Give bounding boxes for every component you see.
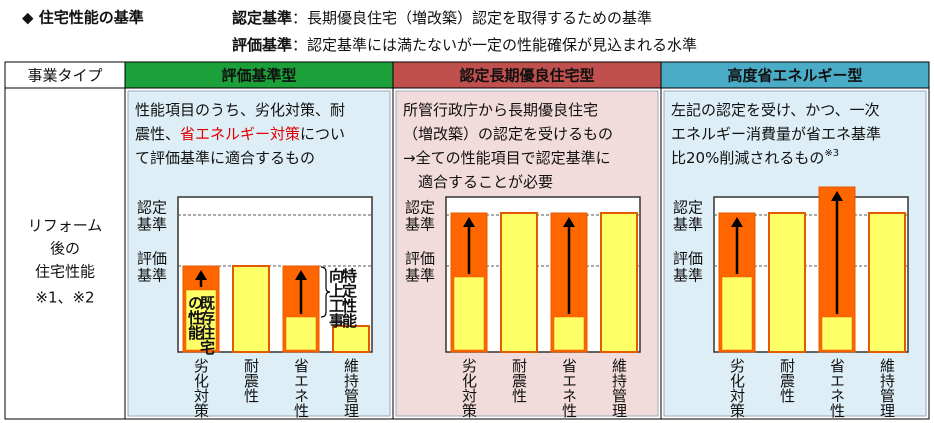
bar-existing <box>232 265 270 353</box>
category-label: 維持管理 <box>342 358 360 418</box>
row-label: 住宅性能 <box>35 263 95 281</box>
existing-label: 既存住宅 <box>198 295 216 356</box>
column-header-cell <box>124 61 394 89</box>
column-header-cell <box>392 61 662 89</box>
description-segment: 性能項目のうち、劣化対策、耐 <box>135 101 345 119</box>
level-label: 評価 <box>137 250 167 268</box>
category-label: 劣化対策 <box>192 358 210 418</box>
row-note: ※1、※2 <box>35 289 94 307</box>
definition-text: 認定基準には満たないが一定の性能確保が見込まれる水準 <box>307 36 697 54</box>
definition-text: 長期優良住宅（増改築）認定を取得するための基準 <box>307 9 652 27</box>
column-header-cell <box>660 61 930 89</box>
description-segment: ※3 <box>824 148 839 159</box>
description-segment: 所管行政庁から長期優良住宅 <box>403 101 598 119</box>
column-title: 認定長期優良住宅型 <box>459 67 594 85</box>
arrow-head <box>563 217 575 227</box>
definition-separator: ： <box>292 9 307 27</box>
bar-existing <box>721 276 753 351</box>
description-line: 震性、省エネルギー対策につい <box>135 125 345 143</box>
brace <box>320 266 331 318</box>
bar-existing <box>185 289 217 351</box>
row-header-cell <box>4 61 126 89</box>
improvement-label: 向上工事 <box>327 267 345 329</box>
description-segment: 省エネルギー対策 <box>180 125 300 143</box>
row-label-cell <box>4 87 126 420</box>
definition-term: 認定基準 <box>232 9 292 27</box>
definition: 認定基準：長期優良住宅（増改築）認定を取得するための基準 <box>232 9 652 27</box>
description-line: 所管行政庁から長期優良住宅 <box>403 101 598 119</box>
description-segment: （増改築）の認定を受けるもの <box>403 125 613 143</box>
level-label: 認定 <box>137 199 167 217</box>
description-segment: 比20%削減されるもの <box>671 149 824 167</box>
bar-existing <box>332 325 370 353</box>
row-label: 後の <box>50 240 80 258</box>
arrow-head <box>295 270 307 280</box>
level-label: 認定 <box>405 199 435 217</box>
level-label: 評価 <box>673 250 703 268</box>
column-title: 高度省エネルギー型 <box>727 67 862 85</box>
column-title: 評価基準型 <box>221 67 296 85</box>
bar-existing <box>600 212 638 353</box>
bar-existing <box>500 212 538 353</box>
description-line: 適合することが必要 <box>403 173 553 191</box>
category-label: 省エネ性 <box>560 358 578 418</box>
level-label: 評価 <box>405 250 435 268</box>
row-header: 事業タイプ <box>27 67 102 85</box>
category-label: 耐震性 <box>778 358 796 403</box>
description-line: エネルギー消費量が省エネ基準 <box>671 125 881 143</box>
bar-existing <box>821 316 853 351</box>
level-label: 基準 <box>405 267 435 285</box>
description-segment: →全ての性能項目で認定基準に <box>403 149 611 167</box>
description-line: て評価基準に適合するもの <box>135 149 315 167</box>
page-title: ◆ 住宅性能の基準 <box>22 9 144 27</box>
category-label: 耐震性 <box>242 358 260 403</box>
level-label: 基準 <box>137 267 167 285</box>
description-line: →全ての性能項目で認定基準に <box>403 149 611 167</box>
description-segment: につい <box>300 125 345 143</box>
definition: 評価基準：認定基準には満たないが一定の性能確保が見込まれる水準 <box>232 36 697 54</box>
description-line: （増改築）の認定を受けるもの <box>403 125 613 143</box>
bar-existing <box>868 212 906 353</box>
description-line: 左記の認定を受け、かつ、一次 <box>671 101 880 119</box>
row-label: リフォーム <box>28 217 103 235</box>
category-label: 劣化対策 <box>728 358 746 418</box>
description-segment: 震性、 <box>135 125 180 143</box>
bar-existing <box>768 212 806 353</box>
category-label: 耐震性 <box>510 358 528 403</box>
category-label: 省エネ性 <box>292 358 310 418</box>
arrow-head <box>195 270 207 280</box>
description-segment: 適合することが必要 <box>403 173 553 191</box>
arrow-head <box>463 217 475 227</box>
definition-term: 評価基準 <box>232 36 292 54</box>
bar-existing <box>285 316 317 351</box>
description-segment: て評価基準に適合するもの <box>135 149 315 167</box>
description-segment: 左記の認定を受け、かつ、一次 <box>671 101 880 119</box>
arrow-head <box>731 217 743 227</box>
level-label: 認定 <box>673 199 703 217</box>
category-label: 維持管理 <box>610 358 628 418</box>
category-label: 維持管理 <box>878 358 896 418</box>
existing-label: の性能 <box>186 295 204 341</box>
description-line: 比20%削減されるもの※3 <box>671 148 839 167</box>
level-label: 基準 <box>673 216 703 234</box>
arrow-head <box>831 191 843 201</box>
bar-existing <box>453 276 485 351</box>
definition-separator: ： <box>292 36 307 54</box>
category-label: 省エネ性 <box>828 358 846 418</box>
description-line: 性能項目のうち、劣化対策、耐 <box>135 101 345 119</box>
level-label: 基準 <box>137 216 167 234</box>
description-segment: エネルギー消費量が省エネ基準 <box>671 125 881 143</box>
bar-existing <box>553 316 585 351</box>
level-label: 基準 <box>405 216 435 234</box>
level-label: 基準 <box>673 267 703 285</box>
improvement-label: 特定性能 <box>340 267 358 329</box>
category-label: 劣化対策 <box>460 358 478 418</box>
